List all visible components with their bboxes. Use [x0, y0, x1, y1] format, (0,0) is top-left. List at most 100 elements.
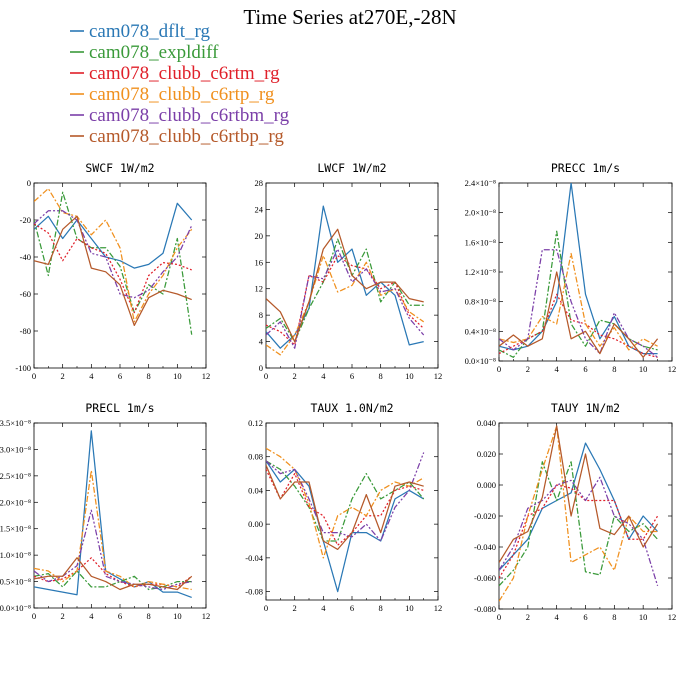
- y-tick-label: -20: [20, 215, 31, 225]
- series-group: [266, 205, 425, 356]
- series-group: [34, 430, 193, 598]
- x-tick-label: 2: [293, 603, 297, 613]
- series-line: [266, 255, 425, 346]
- x-tick-label: 6: [583, 364, 587, 374]
- y-tick-label: 3.0×10⁻⁸: [0, 444, 31, 454]
- series-line: [34, 215, 192, 327]
- chart-panels: SWCF 1W/m20 2 4 6 8 10 12-100-80-60-40-200LWCF…: [0, 161, 676, 622]
- series-line: [266, 205, 424, 349]
- legend: cam078_dflt_rgcam078_expldiffcam078_club…: [70, 21, 290, 147]
- series-line: [34, 210, 193, 299]
- x-tick-label: 4: [321, 371, 326, 381]
- panel-4: PRECL 1m/s 0 2 4 6 8 10 12 0.0×10⁻⁸ 0.5×10⁻⁸ 1.0×1…: [0, 401, 210, 621]
- y-tick-label: 0.000: [477, 480, 496, 490]
- series-line: [266, 447, 425, 559]
- y-tick-label: 20: [255, 231, 264, 241]
- panel-title: SWCF 1W/m2: [85, 161, 154, 175]
- panel-title: PRECC 1m/s: [551, 161, 620, 175]
- legend-label: cam078_dflt_rg: [89, 21, 211, 42]
- legend-label: cam078_clubb_c6rtm_rg: [89, 63, 280, 84]
- series-line: [34, 469, 192, 591]
- series-line: [499, 476, 659, 586]
- legend-label: cam078_clubb_c6rtbp_rg: [89, 126, 284, 147]
- series-line: [266, 238, 424, 343]
- x-tick-label: 6: [118, 611, 122, 621]
- y-tick-label: 0.0×10⁻⁸: [465, 356, 496, 366]
- panel-1: SWCF 1W/m2 0 2 4 6 8 10 12 -100 -80 -60 -40 -20 0: [15, 161, 210, 381]
- x-tick-label: 4: [89, 611, 94, 621]
- y-tick-label: 0.08: [248, 452, 263, 462]
- series-group: [499, 183, 659, 358]
- y-tick-label: 8: [259, 310, 263, 320]
- y-tick-label: -0.020: [474, 511, 496, 521]
- x-tick-label: 10: [639, 364, 648, 374]
- y-tick-label: 0.00: [248, 519, 263, 529]
- series-line: [499, 230, 658, 358]
- y-tick-label: -0.060: [474, 573, 496, 583]
- y-tick-label: 0: [27, 178, 31, 188]
- panel-3: PRECC 1m/s 0 2 4 6 8 10 12 0.0×10⁻⁸ 0.4×10⁻⁸ 0.8×1…: [465, 161, 677, 374]
- x-tick-label: 10: [405, 603, 414, 613]
- x-tick-label: 4: [555, 364, 560, 374]
- x-tick-label: 2: [61, 371, 65, 381]
- y-tick-label: 12: [255, 284, 264, 294]
- y-tick-label: 3.5×10⁻⁸: [0, 418, 31, 428]
- y-tick-label: 1.6×10⁻⁸: [465, 237, 496, 247]
- x-tick-label: 4: [321, 603, 326, 613]
- x-tick-label: 10: [173, 611, 182, 621]
- series-line: [266, 460, 425, 593]
- x-tick-label: 6: [583, 612, 587, 622]
- series-line: [499, 425, 659, 563]
- panel-title: TAUY 1N/m2: [551, 401, 620, 415]
- y-tick-label: -80: [20, 326, 31, 336]
- series-line: [266, 452, 425, 542]
- y-tick-label: -60: [20, 289, 31, 299]
- x-tick-label: 0: [32, 371, 36, 381]
- y-tick-label: 2.5×10⁻⁸: [0, 471, 31, 481]
- x-tick-label: 0: [264, 371, 268, 381]
- x-tick-label: 4: [89, 371, 94, 381]
- series-line: [499, 484, 659, 579]
- legend-label: cam078_expldiff: [89, 42, 219, 63]
- x-tick-label: 12: [202, 371, 211, 381]
- x-tick-label: 10: [173, 371, 182, 381]
- series-line: [34, 557, 193, 591]
- x-tick-label: 4: [555, 612, 560, 622]
- y-tick-label: 2.0×10⁻⁸: [465, 208, 496, 218]
- y-tick-label: -100: [15, 363, 31, 373]
- panel-title: TAUX 1.0N/m2: [310, 401, 393, 415]
- y-tick-label: -0.080: [474, 604, 496, 614]
- x-tick-label: 0: [497, 364, 501, 374]
- legend-label: cam078_clubb_c6rtp_rg: [89, 84, 275, 105]
- x-tick-label: 0: [32, 611, 36, 621]
- series-line: [266, 228, 424, 343]
- y-tick-label: 0.5×10⁻⁸: [0, 577, 31, 587]
- series-line: [266, 469, 424, 546]
- y-tick-label: -0.08: [245, 587, 263, 597]
- x-tick-label: 2: [61, 611, 65, 621]
- series-line: [266, 248, 425, 349]
- y-tick-label: 2.0×10⁻⁸: [0, 497, 31, 507]
- x-tick-label: 8: [147, 371, 151, 381]
- x-tick-label: 12: [668, 364, 677, 374]
- plot-frame: [33, 422, 207, 609]
- x-tick-label: 8: [379, 371, 383, 381]
- y-tick-label: 0: [259, 363, 263, 373]
- series-line: [34, 223, 192, 314]
- figure-title: Time Series at270E,-28N: [243, 5, 456, 29]
- x-tick-label: 6: [350, 603, 354, 613]
- series-line: [499, 252, 658, 351]
- series-line: [34, 202, 193, 269]
- x-tick-label: 6: [350, 371, 354, 381]
- series-line: [499, 271, 659, 358]
- series-group: [266, 447, 425, 593]
- x-tick-label: 12: [434, 371, 443, 381]
- y-tick-label: 4: [259, 337, 264, 347]
- x-tick-label: 2: [526, 364, 530, 374]
- x-tick-label: 12: [434, 603, 443, 613]
- x-tick-label: 10: [405, 371, 414, 381]
- y-tick-label: 1.2×10⁻⁸: [465, 267, 496, 277]
- x-tick-label: 12: [202, 611, 211, 621]
- plot-frame: [265, 422, 439, 601]
